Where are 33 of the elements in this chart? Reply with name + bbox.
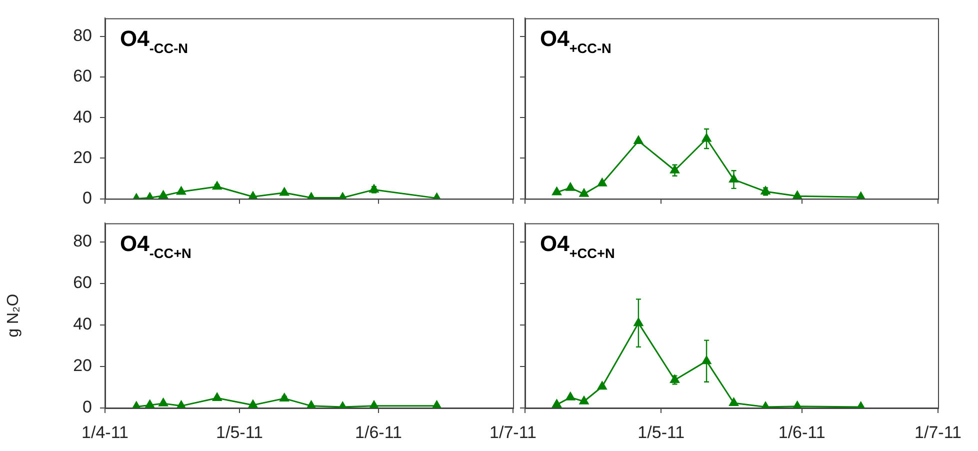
x-tick-label: 1/7-11	[914, 422, 962, 442]
point	[633, 134, 644, 144]
y-tick-label: 60	[73, 273, 92, 292]
y-tick-label: 80	[73, 232, 92, 251]
point	[701, 355, 712, 364]
x-tick-label: 1/5-11	[638, 422, 685, 442]
point	[552, 398, 562, 408]
point	[552, 186, 562, 196]
point	[578, 395, 590, 404]
point	[596, 380, 608, 390]
y-tick-label: 60	[73, 66, 92, 86]
point	[578, 188, 590, 197]
x-tick-label: 1/6-11	[355, 422, 402, 442]
x-tick-label: 1/7-11	[490, 422, 536, 442]
y-tick-label: 40	[73, 314, 92, 334]
y-tick-label: 20	[73, 148, 92, 167]
x-tick-label: 1/6-11	[778, 422, 826, 442]
point	[565, 182, 576, 191]
point	[728, 174, 739, 183]
point	[701, 132, 712, 142]
y-tick-label: 0	[82, 398, 92, 417]
point	[565, 391, 576, 400]
y-tick-label: 20	[73, 356, 92, 376]
y-tick-label: 0	[82, 188, 92, 208]
y-tick-label: 80	[73, 26, 92, 46]
y-tick-label: 40	[73, 107, 92, 126]
point	[596, 177, 608, 186]
y-axis-title: g N₂O	[5, 294, 22, 338]
point	[728, 397, 739, 406]
x-tick-label: 1/4-11	[82, 422, 128, 442]
point	[670, 164, 680, 174]
point	[633, 317, 644, 326]
x-tick-label: 1/5-11	[216, 422, 263, 442]
